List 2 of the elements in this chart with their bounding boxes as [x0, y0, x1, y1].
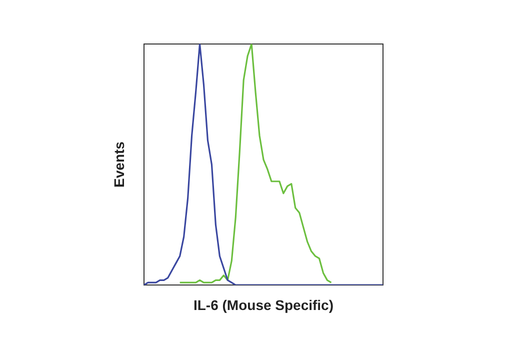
x-axis-title: IL-6 (Mouse Specific) [193, 296, 334, 313]
y-axis-title: Events [110, 141, 127, 188]
